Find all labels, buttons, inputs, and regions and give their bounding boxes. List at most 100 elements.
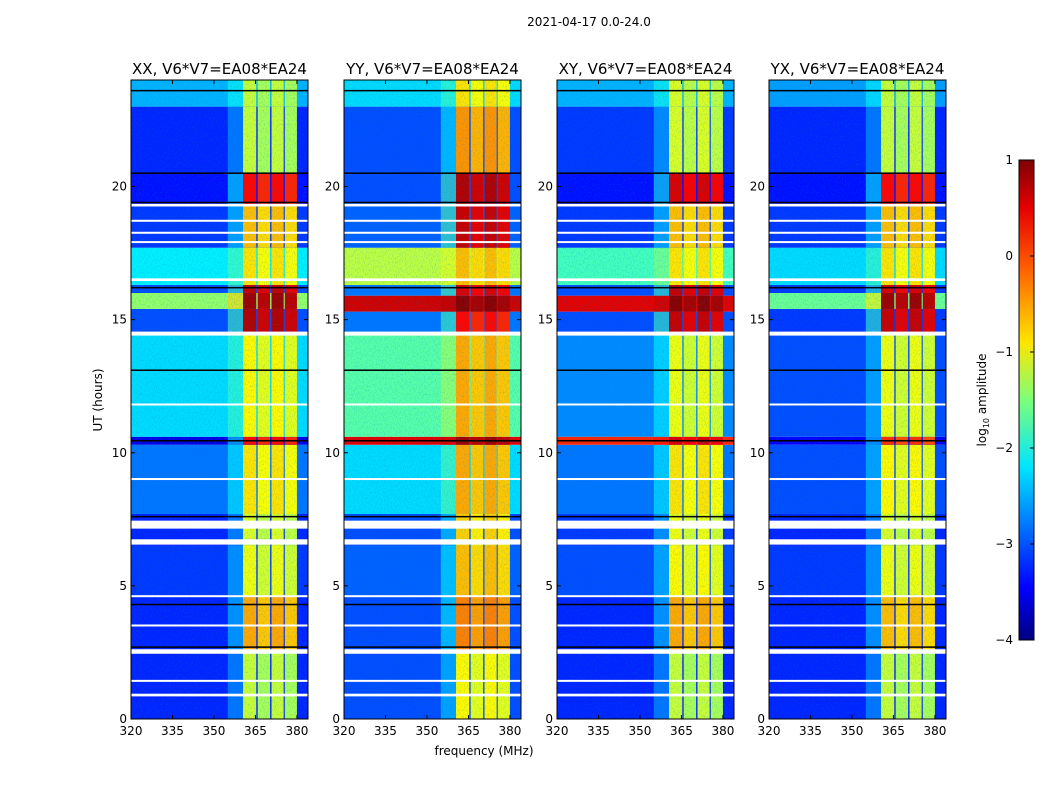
flagged-row xyxy=(769,241,946,244)
x-tick-label: 365 xyxy=(882,724,905,738)
flagged-row xyxy=(769,403,946,406)
x-tick-label: 350 xyxy=(629,724,652,738)
panel-frame xyxy=(130,79,309,720)
y-tick-label: 10 xyxy=(112,446,127,460)
x-tick-label: 335 xyxy=(799,724,822,738)
black-line-row xyxy=(344,603,521,606)
panel-2: XY, V6*V7=EA08*EA24 320 335 350 365 380 0 5 10 15… xyxy=(538,60,735,738)
black-line-row xyxy=(344,172,521,174)
x-tick-label: 335 xyxy=(587,724,610,738)
heatmap-noise-texture xyxy=(769,80,946,719)
colorbar-tick-label: 1 xyxy=(1005,153,1013,167)
black-line-row xyxy=(131,515,308,518)
black-line-row xyxy=(769,172,946,174)
flagged-row xyxy=(769,478,946,481)
flagged-row xyxy=(557,231,734,234)
flagged-row xyxy=(769,595,946,598)
panel-frame xyxy=(556,79,735,720)
black-line-row xyxy=(131,440,308,442)
black-line-row xyxy=(131,603,308,606)
y-tick-label: 5 xyxy=(119,579,127,593)
flagged-row xyxy=(344,219,521,222)
flagged-row xyxy=(344,539,521,545)
black-line-row xyxy=(557,440,734,442)
flagged-row xyxy=(344,278,521,282)
y-tick-label: 0 xyxy=(757,712,765,726)
y-tick-label: 0 xyxy=(545,712,553,726)
flagged-row xyxy=(557,478,734,481)
flagged-row xyxy=(769,624,946,627)
panel-title: YX, V6*V7=EA08*EA24 xyxy=(770,60,945,78)
y-tick-label: 10 xyxy=(538,446,553,460)
y-tick-label: 15 xyxy=(538,313,553,327)
flagged-row xyxy=(557,595,734,598)
x-tick-label: 380 xyxy=(711,724,734,738)
black-line-row xyxy=(557,172,734,174)
black-line-row xyxy=(557,646,734,648)
y-tick-label: 5 xyxy=(545,579,553,593)
y-axis-label: UT (hours) xyxy=(91,368,105,431)
x-tick-label: 335 xyxy=(161,724,184,738)
flagged-row xyxy=(344,649,521,654)
x-axis-label: frequency (MHz) xyxy=(434,744,533,758)
black-line-row xyxy=(344,440,521,442)
flagged-row xyxy=(344,679,521,682)
flagged-row xyxy=(769,679,946,682)
flagged-row xyxy=(344,624,521,627)
y-tick-label: 20 xyxy=(325,180,340,194)
black-line-row xyxy=(769,89,946,92)
flagged-row xyxy=(769,203,946,207)
colorbar: −4 −3 −2 −1 0 1 log10 amplitude xyxy=(975,153,1035,647)
panel-1: YY, V6*V7=EA08*EA24 320 335 350 365 380 0 5 10 15… xyxy=(325,60,522,738)
black-line-row xyxy=(344,515,521,518)
black-line-row xyxy=(131,89,308,92)
flagged-row xyxy=(344,231,521,234)
flagged-row xyxy=(769,278,946,282)
black-line-row xyxy=(344,369,521,371)
flagged-row xyxy=(344,595,521,598)
x-tick-label: 365 xyxy=(670,724,693,738)
flagged-row xyxy=(557,403,734,406)
panel-title: YY, V6*V7=EA08*EA24 xyxy=(345,60,519,78)
black-line-row xyxy=(131,646,308,648)
x-tick-label: 380 xyxy=(923,724,946,738)
flagged-row xyxy=(131,331,308,336)
panel-title: XX, V6*V7=EA08*EA24 xyxy=(132,60,307,78)
x-tick-label: 350 xyxy=(416,724,439,738)
colorbar-tick-label: 0 xyxy=(1005,249,1013,263)
black-line-row xyxy=(344,646,521,648)
flagged-row xyxy=(769,231,946,234)
black-line-row xyxy=(131,201,308,204)
flagged-row xyxy=(769,219,946,222)
black-line-row xyxy=(557,89,734,92)
y-tick-label: 20 xyxy=(112,180,127,194)
x-tick-label: 365 xyxy=(244,724,267,738)
flagged-row xyxy=(344,478,521,481)
flagged-row xyxy=(344,403,521,406)
flagged-row xyxy=(344,331,521,336)
flagged-row xyxy=(131,478,308,481)
flagged-row xyxy=(557,331,734,336)
y-tick-label: 0 xyxy=(119,712,127,726)
flagged-row xyxy=(344,203,521,207)
y-tick-label: 10 xyxy=(750,446,765,460)
flagged-row xyxy=(131,403,308,406)
y-tick-label: 15 xyxy=(112,313,127,327)
x-tick-label: 320 xyxy=(333,724,356,738)
flagged-row xyxy=(557,203,734,207)
x-tick-label: 365 xyxy=(457,724,480,738)
black-line-row xyxy=(131,369,308,371)
y-tick-label: 15 xyxy=(750,313,765,327)
flagged-row xyxy=(344,693,521,697)
black-line-row xyxy=(557,201,734,204)
black-line-row xyxy=(769,201,946,204)
black-line-row xyxy=(769,515,946,518)
y-tick-label: 20 xyxy=(750,180,765,194)
black-line-row xyxy=(131,286,308,289)
flagged-row xyxy=(131,624,308,627)
flagged-row xyxy=(344,520,521,529)
heatmap-noise-texture xyxy=(344,80,521,719)
flagged-row xyxy=(131,203,308,207)
flagged-row xyxy=(131,241,308,244)
